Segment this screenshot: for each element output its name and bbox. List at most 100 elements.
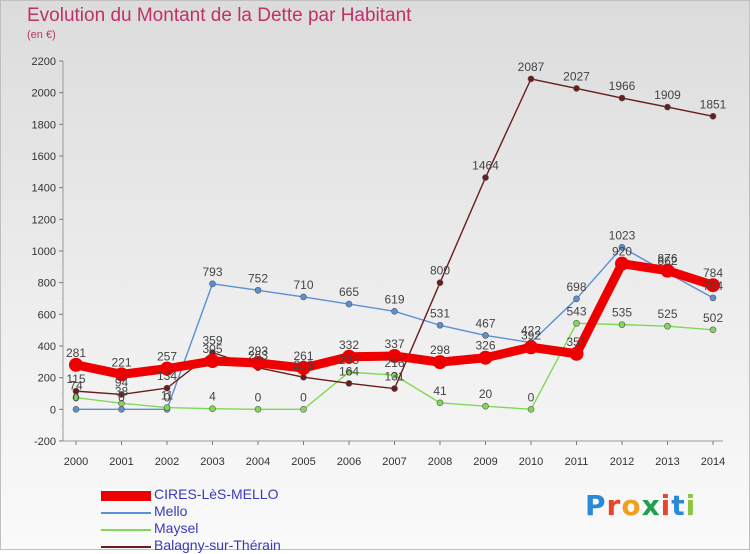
data-label: 115 (66, 372, 85, 386)
data-label: 131 (384, 370, 404, 384)
data-label: 0 (73, 390, 80, 404)
data-point (163, 384, 171, 392)
data-label: 337 (384, 337, 404, 351)
data-point (209, 405, 216, 413)
data-label: 261 (293, 349, 313, 363)
data-point (573, 295, 580, 303)
data-label: 216 (384, 356, 404, 370)
data-point (482, 402, 489, 410)
data-label: 326 (475, 339, 495, 353)
data-label: 281 (66, 346, 86, 360)
data-label: 0 (164, 390, 171, 404)
data-label: 535 (612, 306, 632, 320)
data-point (72, 394, 80, 401)
data-point (254, 406, 262, 413)
data-point (391, 385, 398, 392)
x-tick-label: 2013 (655, 456, 679, 468)
data-label: 134 (157, 369, 177, 383)
data-point (391, 371, 398, 379)
x-tick-label: 2006 (337, 456, 361, 468)
x-tick-label: 2011 (565, 456, 589, 468)
data-label: 11 (161, 389, 174, 403)
x-tick-label: 2008 (428, 456, 452, 468)
data-label: 359 (202, 333, 222, 347)
data-point (618, 321, 626, 328)
data-label: 0 (255, 390, 262, 404)
data-label: 531 (430, 306, 450, 320)
data-point (300, 406, 307, 413)
legend-swatch (101, 529, 151, 531)
data-point (664, 322, 671, 330)
data-point (706, 278, 720, 293)
logo-letter: o (621, 489, 642, 522)
x-tick-label: 2000 (64, 456, 88, 468)
x-tick-label: 2004 (246, 456, 270, 468)
data-label: 1909 (654, 88, 681, 102)
data-label: 74 (69, 379, 83, 393)
data-label: 525 (657, 307, 677, 321)
data-point (205, 354, 220, 369)
data-label: 293 (248, 344, 268, 358)
data-point (118, 391, 125, 398)
data-label: 0 (118, 390, 125, 404)
data-label: 94 (115, 375, 129, 389)
data-label: 221 (111, 355, 131, 369)
data-label: 235 (339, 353, 359, 367)
data-point (660, 263, 675, 278)
data-label: 2087 (518, 60, 545, 74)
data-label: 1851 (700, 97, 727, 111)
data-point (72, 406, 80, 413)
logo-letter: t (671, 489, 686, 522)
data-point (251, 355, 265, 370)
data-point (345, 300, 353, 308)
logo-letter: x (641, 489, 661, 522)
data-point (618, 94, 626, 102)
y-tick-label: 600 (38, 309, 56, 321)
x-tick-label: 2009 (473, 456, 497, 468)
data-point (436, 279, 444, 286)
legend-swatch (101, 491, 151, 501)
proxiti-logo: Proxiti (585, 489, 696, 522)
data-label: 305 (202, 342, 222, 356)
data-label: 2027 (563, 69, 590, 83)
data-label: 920 (612, 245, 632, 259)
x-tick-label: 2010 (519, 456, 543, 468)
data-label: 1966 (609, 79, 636, 93)
y-tick-label: -200 (34, 436, 56, 448)
y-tick-label: 0 (50, 404, 56, 416)
data-point (524, 340, 538, 355)
data-label: 698 (566, 280, 586, 294)
chart-title: Evolution du Montant de la Dette par Hab… (27, 5, 412, 26)
data-label: 704 (703, 279, 723, 293)
data-point (160, 361, 174, 376)
data-point (573, 85, 580, 92)
data-label: 257 (157, 350, 177, 364)
y-tick-label: 400 (38, 341, 56, 353)
data-label: 164 (339, 364, 359, 378)
data-label: 298 (430, 343, 450, 357)
x-tick-label: 2012 (610, 456, 634, 468)
y-tick-label: 200 (38, 373, 56, 385)
x-tick-label: 2002 (155, 456, 179, 468)
data-label: 0 (528, 390, 535, 404)
data-point (69, 357, 83, 372)
logo-letter: i (685, 489, 697, 522)
x-tick-label: 2005 (291, 456, 315, 468)
data-label: 543 (566, 304, 586, 318)
data-point (342, 349, 356, 364)
y-tick-label: 1600 (32, 151, 56, 163)
x-tick-label: 2014 (701, 456, 725, 468)
data-point (573, 320, 580, 327)
data-point (254, 286, 262, 294)
data-label: 862 (657, 254, 677, 268)
y-tick-label: 2200 (32, 56, 56, 68)
data-label: 1464 (472, 159, 499, 173)
data-point (482, 332, 489, 339)
data-point (300, 293, 307, 301)
data-label: 502 (703, 311, 723, 325)
data-point (569, 346, 584, 361)
data-point (118, 400, 125, 407)
data-point (436, 321, 444, 329)
data-label: 710 (293, 278, 313, 292)
